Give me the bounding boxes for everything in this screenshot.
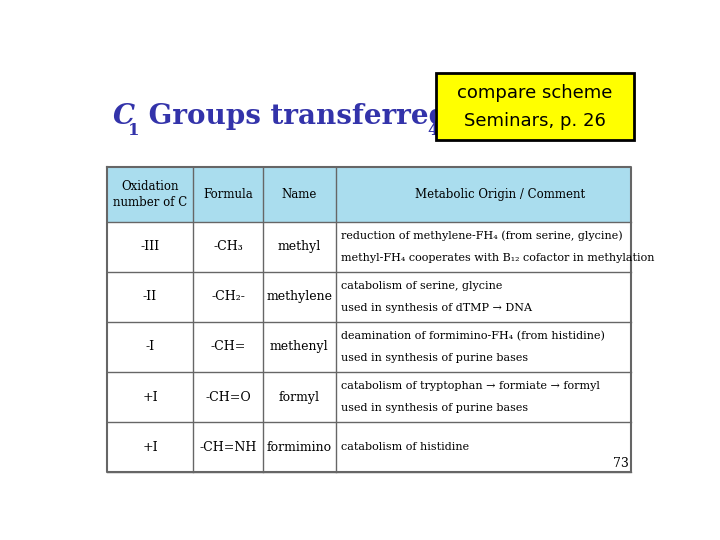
- Text: 1: 1: [128, 122, 140, 139]
- Text: -I: -I: [145, 341, 155, 354]
- Text: Seminars, p. 26: Seminars, p. 26: [464, 112, 606, 130]
- Text: catabolism of tryptophan → formiate → formyl: catabolism of tryptophan → formiate → fo…: [341, 381, 600, 391]
- Text: -III: -III: [140, 240, 160, 253]
- Text: catabolism of serine, glycine: catabolism of serine, glycine: [341, 281, 503, 291]
- Text: +I: +I: [142, 441, 158, 454]
- Text: Oxidation
number of C: Oxidation number of C: [113, 180, 187, 208]
- Text: methylene: methylene: [266, 291, 332, 303]
- Text: used in synthesis of purine bases: used in synthesis of purine bases: [341, 403, 528, 413]
- Text: Groups transferred by FH: Groups transferred by FH: [139, 103, 549, 130]
- Bar: [436, 73, 634, 140]
- Text: Name: Name: [282, 188, 317, 201]
- Text: formimino: formimino: [266, 441, 332, 454]
- Text: -CH₂-: -CH₂-: [211, 291, 245, 303]
- Text: methyl: methyl: [278, 240, 321, 253]
- Text: -CH=: -CH=: [210, 341, 246, 354]
- Text: deamination of formimino-FH₄ (from histidine): deamination of formimino-FH₄ (from histi…: [341, 331, 605, 341]
- Text: methyl-FH₄ cooperates with B₁₂ cofactor in methylation: methyl-FH₄ cooperates with B₁₂ cofactor …: [341, 253, 654, 263]
- Text: Formula: Formula: [203, 188, 253, 201]
- Text: catabolism of histidine: catabolism of histidine: [341, 442, 469, 452]
- Text: formyl: formyl: [279, 390, 320, 403]
- Bar: [107, 167, 631, 222]
- Text: -CH=NH: -CH=NH: [199, 441, 257, 454]
- Text: reduction of methylene-FH₄ (from serine, glycine): reduction of methylene-FH₄ (from serine,…: [341, 231, 623, 241]
- Text: used in synthesis of purine bases: used in synthesis of purine bases: [341, 353, 528, 363]
- Text: 73: 73: [613, 457, 629, 470]
- Text: -CH₃: -CH₃: [213, 240, 243, 253]
- Text: +I: +I: [142, 390, 158, 403]
- Text: -CH=O: -CH=O: [205, 390, 251, 403]
- Text: methenyl: methenyl: [270, 341, 328, 354]
- Text: Metabolic Origin / Comment: Metabolic Origin / Comment: [415, 188, 585, 201]
- Text: used in synthesis of dTMP → DNA: used in synthesis of dTMP → DNA: [341, 303, 532, 313]
- Text: C: C: [112, 103, 135, 130]
- Text: -II: -II: [143, 291, 157, 303]
- Text: compare scheme: compare scheme: [457, 84, 613, 102]
- Text: 4: 4: [428, 122, 439, 139]
